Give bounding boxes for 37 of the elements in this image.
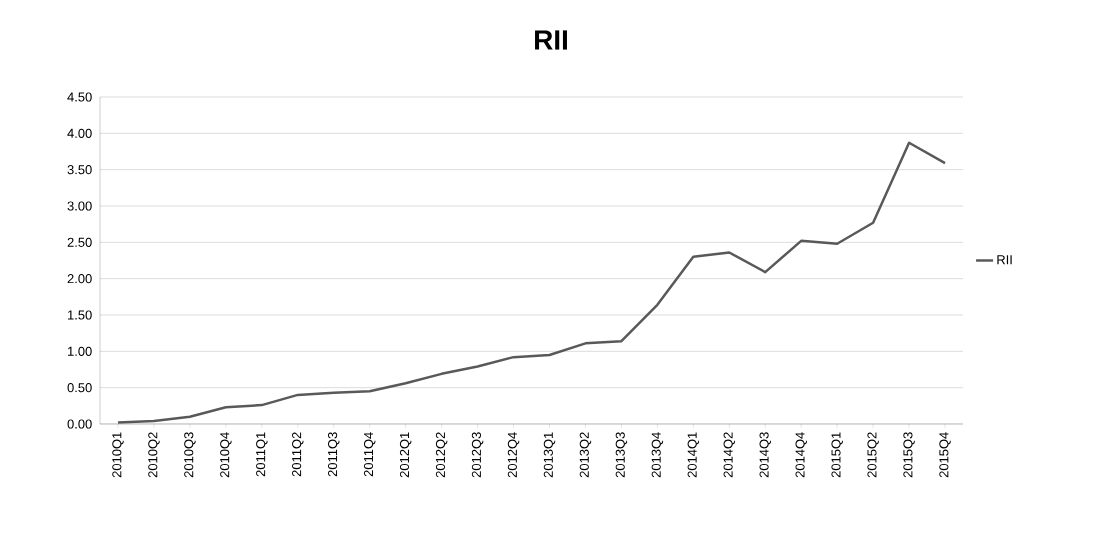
y-tick-label: 2.50 — [67, 237, 92, 247]
legend-label: RII — [997, 255, 1012, 265]
x-tick-label: 2012Q4 — [507, 432, 520, 478]
x-tick-label: 2012Q3 — [471, 432, 484, 478]
y-tick-label: 1.00 — [68, 346, 92, 356]
x-tick-label: 2011Q4 — [363, 432, 376, 477]
x-tick-label: 2010Q4 — [220, 432, 232, 478]
x-tick-label: 2012Q2 — [435, 432, 448, 478]
y-tick-label: 1.50 — [68, 310, 92, 320]
x-tick-label: 2014Q2 — [723, 432, 736, 478]
y-tick-label: 0.00 — [67, 419, 92, 429]
y-tick-label: 3.50 — [67, 165, 92, 175]
x-tick-label: 2015Q2 — [867, 432, 879, 478]
x-tick-label: 2015Q1 — [831, 432, 843, 478]
x-tick-label: 2014Q1 — [687, 432, 700, 478]
x-tick-label: 2013Q4 — [651, 432, 664, 478]
x-tick-label: 2013Q3 — [615, 432, 628, 478]
x-tick-label: 2010Q2 — [148, 432, 160, 478]
x-tick-label: 2015Q3 — [903, 432, 915, 478]
y-tick-label: 0.50 — [67, 383, 92, 393]
x-tick-label: 2014Q3 — [759, 432, 771, 478]
x-tick-label: 2014Q4 — [795, 432, 807, 478]
x-tick-label: 2015Q4 — [939, 432, 951, 478]
y-tick-label: 3.00 — [67, 201, 92, 211]
y-tick-label: 4.50 — [67, 92, 92, 102]
line-series — [116, 141, 947, 424]
x-tick-label: 2011Q3 — [327, 432, 340, 477]
x-tick-label: 2012Q1 — [399, 432, 412, 478]
x-tick-label: 2010Q1 — [112, 432, 124, 478]
x-tick-label: 2013Q2 — [579, 432, 592, 478]
x-tick-label: 2011Q2 — [292, 432, 304, 477]
x-tick-label: 2010Q3 — [184, 432, 196, 478]
x-tick-label: 2011Q1 — [256, 432, 268, 477]
y-tick-label: 2.00 — [67, 274, 92, 284]
chart-title: RII — [535, 30, 567, 50]
y-tick-label: 4.00 — [67, 128, 92, 138]
x-tick-label: 2013Q1 — [543, 432, 556, 478]
